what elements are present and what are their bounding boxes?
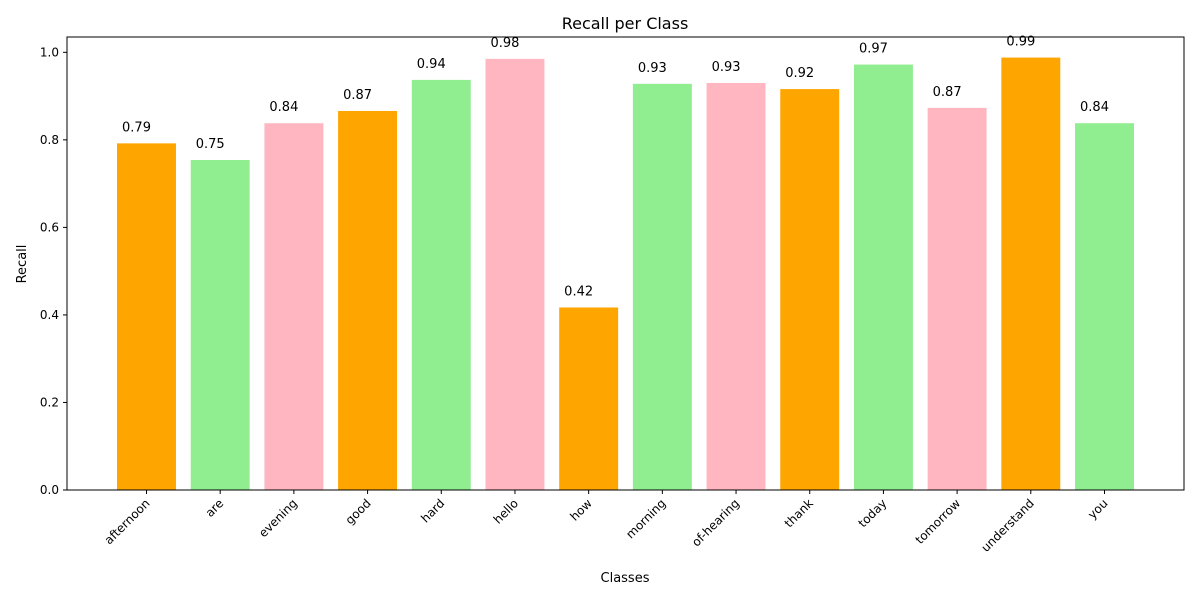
x-tick-label-hello: hello [491,496,521,526]
bars [117,57,1134,491]
x-tick-label-good: good [343,496,374,527]
bar-hard [411,79,471,490]
y-tick-label-0.4: 0.4 [40,308,59,322]
data-label-afternoon: 0.79 [122,120,151,135]
bar-thank [780,89,840,490]
x-tick-label-evening: evening [256,496,300,540]
x-tick-label-afternoon: afternoon [102,496,153,547]
data-label-thank: 0.92 [785,66,814,81]
x-tick-label-tomorrow: tomorrow [913,496,964,547]
x-tick-label-thank: thank [782,496,816,530]
x-axis: afternoon are evening good hard hello how morni… [102,490,1111,555]
data-label-how: 0.42 [564,284,593,299]
data-labels: 0.79 0.75 0.84 0.87 0.94 0.98 0.42 0.93 0.93 0.92… [122,35,1109,300]
data-label-of-hearing: 0.93 [712,60,741,75]
x-tick-label-today: today [856,496,890,530]
bar-of-hearing [706,82,766,491]
bar-tomorrow [927,107,987,491]
bar-are [190,159,250,491]
data-label-you: 0.84 [1080,100,1109,115]
y-tick-label-0.0: 0.0 [40,483,59,497]
bar-afternoon [117,143,176,491]
y-tick-label-0.2: 0.2 [40,395,59,409]
bar-how [559,307,619,490]
bar-you [1075,123,1134,490]
data-label-good: 0.87 [343,88,372,103]
data-label-hard: 0.94 [417,57,446,72]
y-axis: 0.0 0.2 0.4 0.6 0.8 1.0 [40,45,67,497]
data-label-are: 0.75 [196,137,225,152]
x-tick-label-hard: hard [418,496,447,525]
plot-frame [66,36,1185,491]
data-label-hello: 0.98 [490,36,519,51]
bar-understand [1001,57,1061,490]
data-label-morning: 0.93 [638,61,667,76]
x-tick-label-how: how [567,496,595,524]
data-label-today: 0.97 [859,42,888,57]
bar-today [853,64,913,490]
data-label-tomorrow: 0.87 [933,85,962,100]
data-label-understand: 0.99 [1006,35,1035,50]
bar-evening [264,123,324,490]
y-tick-label-0.6: 0.6 [40,220,59,234]
x-axis-label: Classes [601,571,650,586]
bar-hello [485,58,545,490]
chart-title: Recall per Class [562,14,689,33]
x-tick-label-of-hearing: of-hearing [689,496,742,549]
bar-good [338,110,398,490]
x-tick-label-are: are [203,496,227,520]
x-tick-label-morning: morning [623,496,668,541]
y-axis-label: Recall [15,245,30,284]
x-tick-label-you: you [1085,496,1111,522]
y-tick-label-0.8: 0.8 [40,133,59,147]
data-label-evening: 0.84 [269,100,298,115]
bar-morning [632,83,692,490]
x-tick-label-understand: understand [978,496,1036,554]
y-tick-label-1.0: 1.0 [40,45,59,59]
